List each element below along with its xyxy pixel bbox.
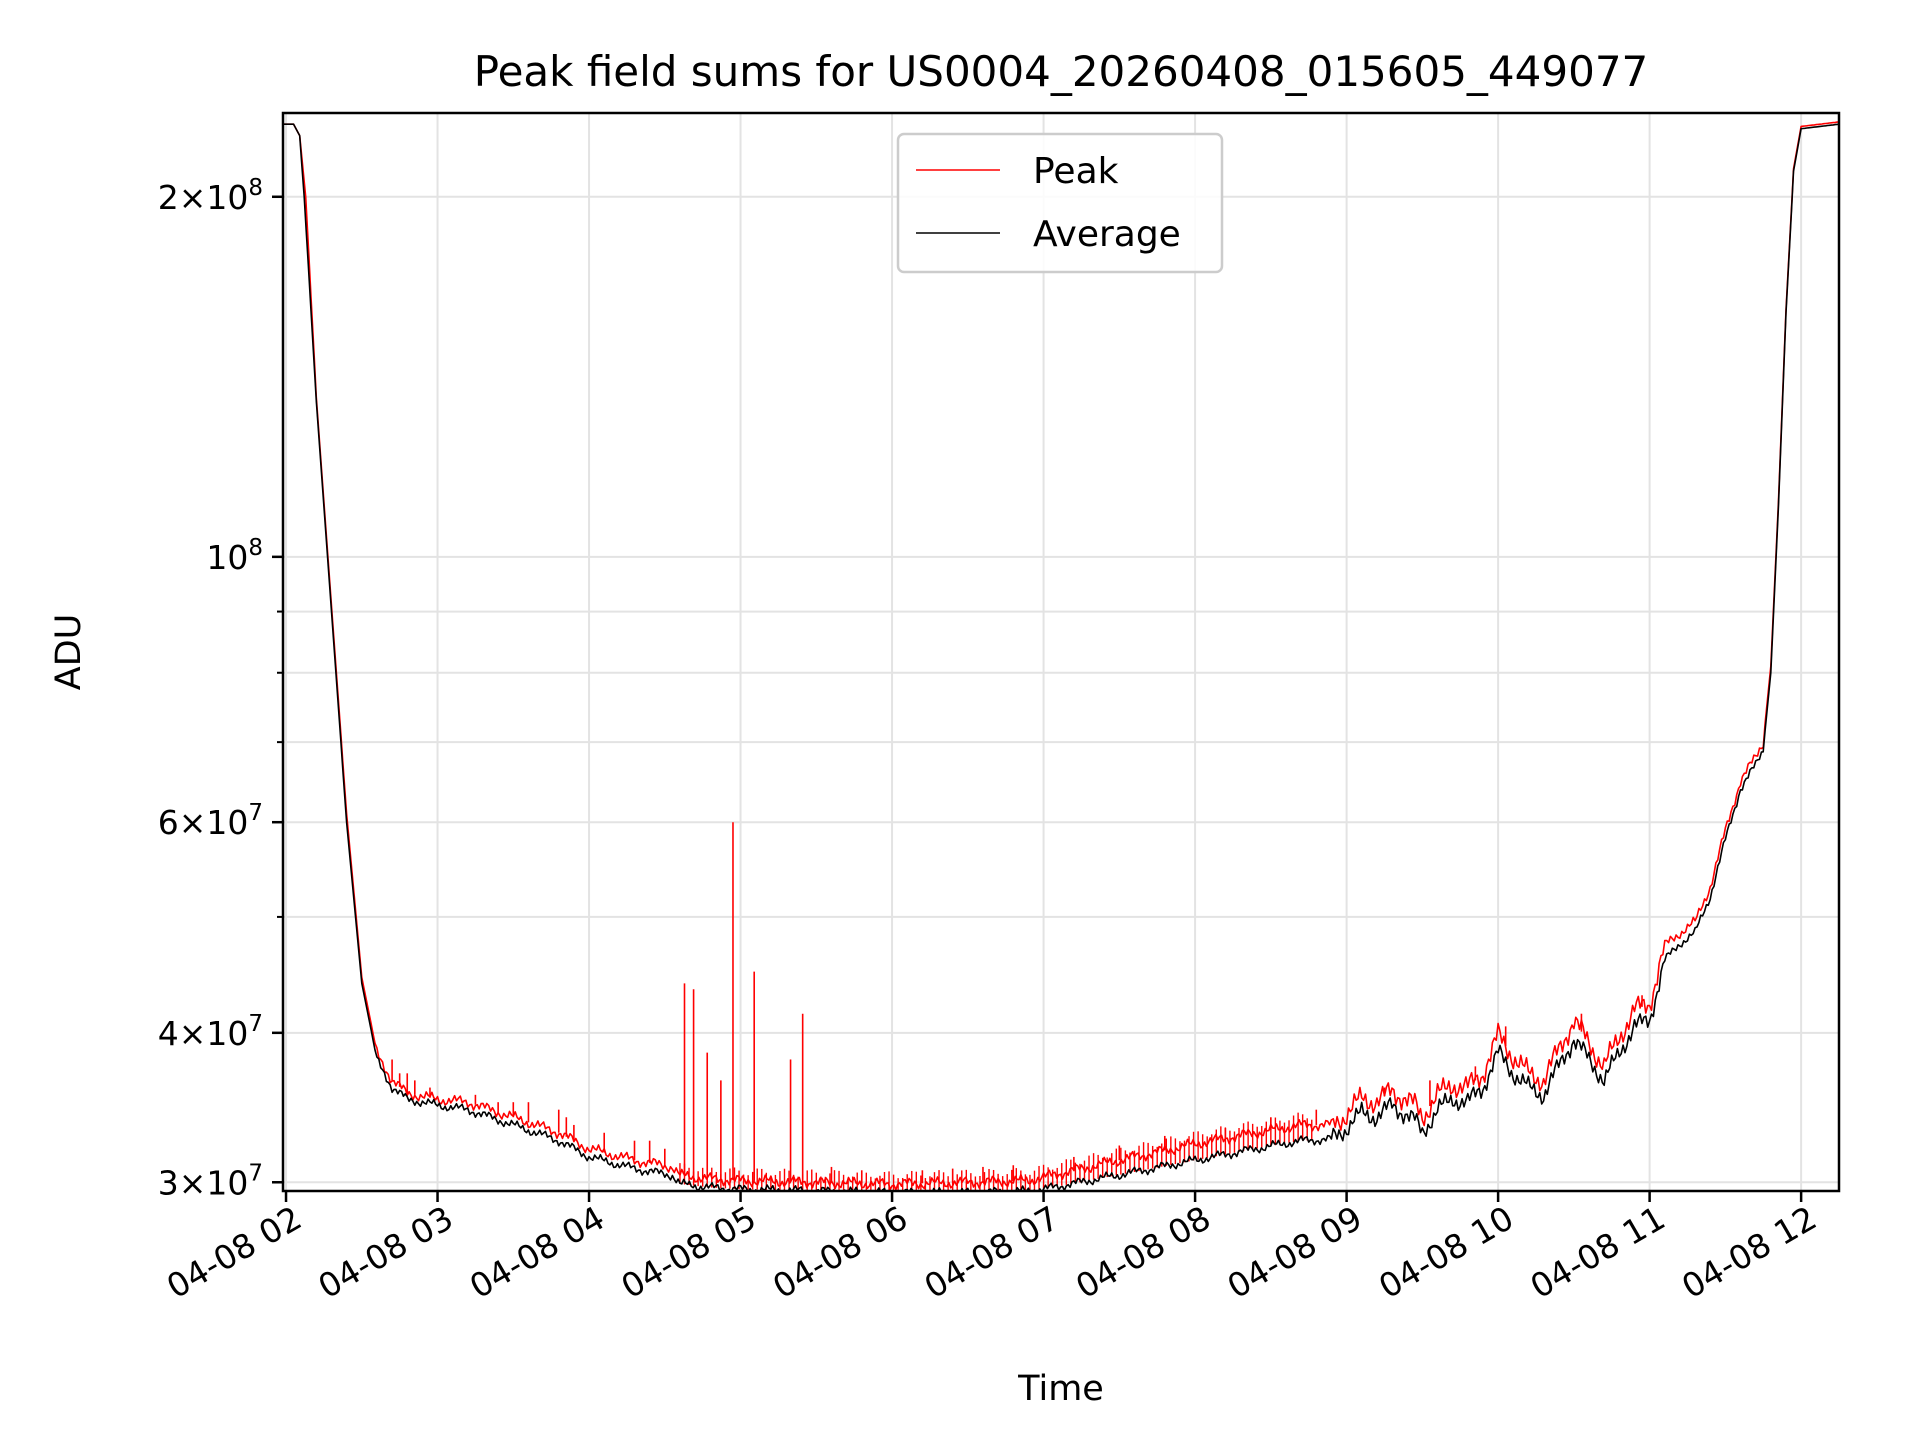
series-line-peak (283, 121, 1839, 1191)
grid (283, 113, 1839, 1191)
x-axis-title: Time (1017, 1369, 1104, 1409)
legend-label-average: Average (1033, 214, 1181, 255)
y-tick-label: 108 (206, 535, 263, 577)
plot-frame (281, 111, 1841, 1193)
legend-label-peak: Peak (1033, 151, 1119, 192)
series-line-average (283, 123, 1839, 1191)
legend: Peak Average (896, 132, 1224, 274)
y-axis-title: ADU (49, 614, 89, 691)
y-tick-label: 6×107 (158, 800, 263, 842)
series-group (283, 121, 1839, 1191)
chart-title: Peak field sums for US0004_20260408_0156… (474, 47, 1649, 96)
legend-box (896, 132, 1224, 274)
y-tick-label: 2×108 (158, 175, 263, 217)
y-tick-label: 4×107 (158, 1011, 263, 1053)
y-axis: 3×107 4×107 6×107 108 2×108 (158, 175, 283, 1202)
data-lines (283, 121, 1839, 1191)
y-tick-label: 3×107 (158, 1160, 263, 1202)
